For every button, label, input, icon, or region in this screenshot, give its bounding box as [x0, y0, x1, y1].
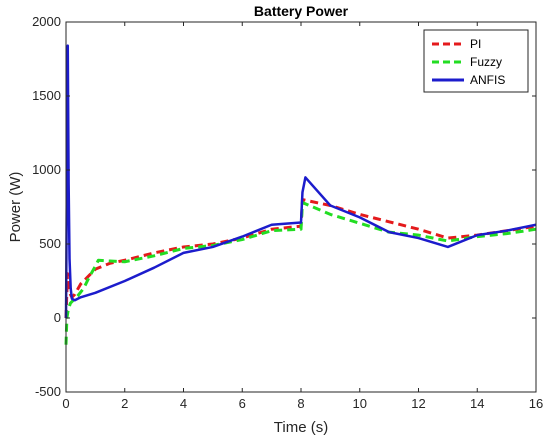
x-tick-label: 2 — [121, 396, 128, 411]
x-tick-label: 8 — [297, 396, 304, 411]
legend-label-fuzzy: Fuzzy — [470, 55, 502, 69]
legend-label-pi: PI — [470, 37, 481, 51]
series-line-anfis — [64, 44, 537, 319]
x-tick-label: 0 — [62, 396, 69, 411]
legend-box — [423, 29, 529, 93]
x-tick-label: 16 — [529, 396, 543, 411]
y-tick-label: 500 — [39, 236, 61, 251]
x-tick-label: 4 — [180, 396, 187, 411]
y-tick-label: 0 — [54, 310, 61, 325]
x-tick-label: 14 — [470, 396, 484, 411]
x-axis-label: Time (s) — [274, 419, 328, 436]
y-tick-label: 1500 — [32, 88, 61, 103]
plot-frame — [65, 21, 537, 393]
y-tick-label: 2000 — [32, 14, 61, 29]
series-layer — [64, 44, 537, 345]
chart-title: Battery Power — [254, 3, 349, 19]
x-tick-label: 6 — [239, 396, 246, 411]
x-tick-label: 12 — [411, 396, 425, 411]
y-tick-label: -500 — [35, 384, 61, 399]
y-axis-label: Power (W) — [7, 172, 24, 243]
legend-label-anfis: ANFIS — [470, 73, 505, 87]
y-tick-label: 1000 — [32, 162, 61, 177]
legend: PI Fuzzy ANFIS — [423, 29, 529, 93]
x-tick-label: 10 — [353, 396, 367, 411]
